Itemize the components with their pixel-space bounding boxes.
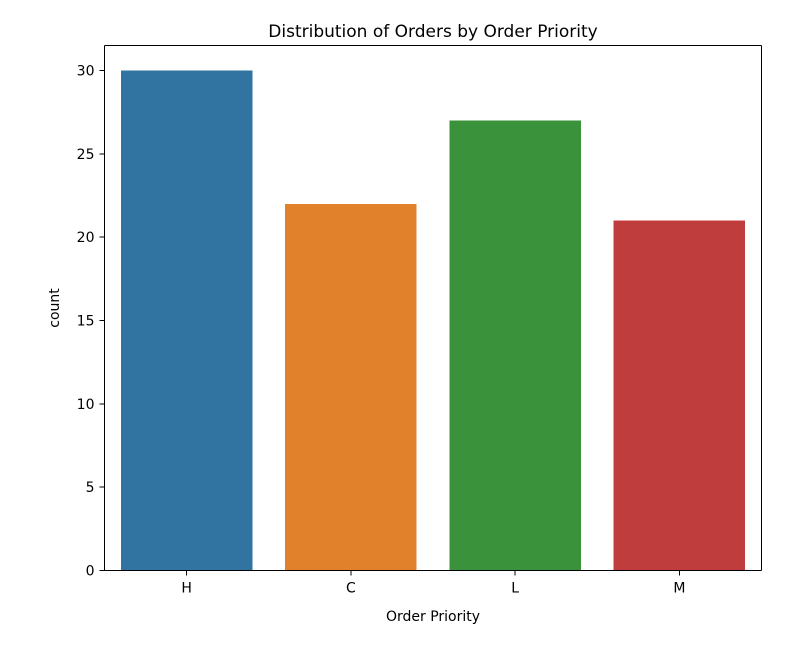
- y-tick-label-25: 25: [77, 147, 95, 163]
- y-tick-label-0: 0: [86, 564, 95, 580]
- bar-C: [285, 203, 417, 571]
- x-tick-label-L: L: [511, 581, 519, 597]
- x-axis-label: Order Priority: [386, 609, 480, 625]
- x-tick-label-H: H: [181, 581, 192, 597]
- y-tick-label-10: 10: [77, 397, 95, 413]
- y-tick-label-20: 20: [77, 230, 95, 246]
- bars-group: [120, 70, 746, 571]
- y-axis-label: count: [47, 288, 63, 328]
- chart-title: Distribution of Orders by Order Priority: [268, 22, 597, 42]
- y-tick-label-5: 5: [86, 480, 95, 496]
- x-tick-label-M: M: [673, 581, 685, 597]
- bar-H: [120, 70, 253, 571]
- y-tick-label-15: 15: [77, 314, 95, 330]
- bar-M: [613, 220, 746, 571]
- y-tick-label-30: 30: [77, 64, 95, 80]
- y-axis: 0 5 10 15 20 25 30: [77, 64, 105, 580]
- bar-L: [449, 120, 581, 571]
- x-tick-label-C: C: [346, 581, 356, 597]
- axes-frame: [104, 45, 762, 571]
